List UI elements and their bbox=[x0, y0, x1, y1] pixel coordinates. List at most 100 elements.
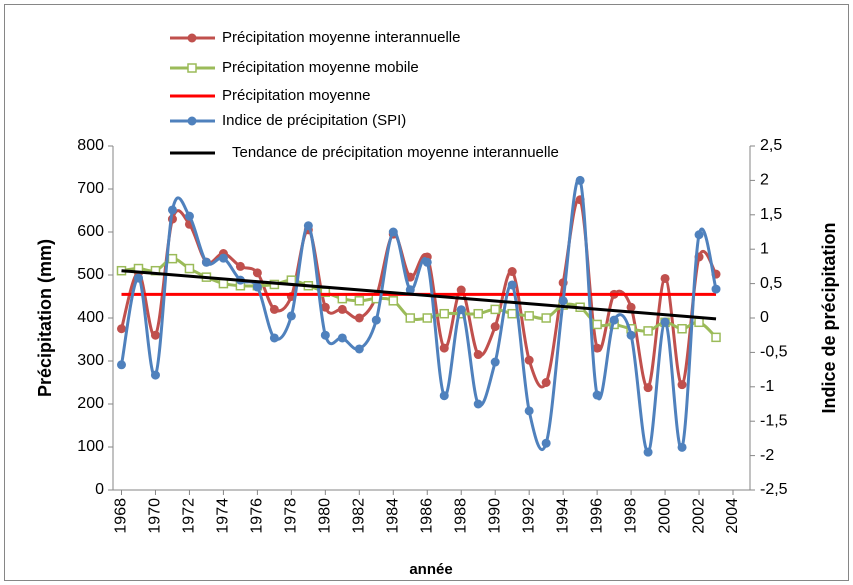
point bbox=[473, 308, 483, 319]
point bbox=[694, 317, 704, 328]
point bbox=[541, 438, 551, 448]
point bbox=[320, 330, 330, 340]
y2-tick-label: -1,5 bbox=[760, 412, 788, 429]
point bbox=[269, 304, 279, 314]
point bbox=[558, 296, 568, 306]
x-tick-label: 1980 bbox=[317, 498, 334, 534]
point bbox=[218, 253, 228, 263]
point bbox=[354, 296, 365, 306]
y2-tick-label: 0 bbox=[760, 309, 769, 326]
point bbox=[626, 330, 636, 340]
point bbox=[337, 333, 347, 343]
legend-label: Indice de précipitation (SPI) bbox=[222, 112, 406, 129]
point bbox=[643, 383, 653, 393]
y-tick-label: 0 bbox=[95, 481, 104, 498]
point bbox=[167, 205, 177, 215]
point bbox=[677, 442, 687, 452]
y-tick-label: 700 bbox=[77, 180, 104, 197]
point bbox=[677, 380, 687, 390]
y-tick-label: 500 bbox=[77, 266, 104, 283]
x-tick-label: 1972 bbox=[181, 498, 198, 534]
y-tick-label: 800 bbox=[77, 137, 104, 154]
x-tick-label: 1998 bbox=[622, 498, 639, 534]
point bbox=[643, 326, 653, 336]
point bbox=[354, 344, 364, 354]
y2-tick-label: -0,5 bbox=[760, 344, 788, 361]
x-tick-label: 2000 bbox=[656, 498, 673, 534]
point bbox=[575, 175, 585, 185]
point bbox=[456, 305, 466, 315]
point bbox=[660, 273, 670, 283]
point bbox=[439, 391, 449, 401]
point bbox=[303, 221, 313, 231]
point bbox=[643, 447, 653, 457]
point bbox=[201, 257, 211, 267]
point bbox=[507, 267, 517, 277]
point bbox=[371, 315, 381, 325]
point bbox=[116, 360, 126, 370]
point bbox=[286, 311, 296, 321]
point bbox=[150, 330, 160, 340]
point bbox=[541, 313, 551, 323]
x-tick-label: 1986 bbox=[418, 498, 435, 534]
x-tick-label: 1968 bbox=[113, 498, 130, 534]
legend-marker bbox=[187, 63, 197, 73]
point bbox=[252, 268, 262, 278]
legend-label: Précipitation moyenne bbox=[222, 87, 370, 104]
point bbox=[524, 406, 534, 416]
point bbox=[252, 282, 262, 292]
y2-tick-label: 1,5 bbox=[760, 206, 782, 223]
point bbox=[150, 370, 160, 380]
point bbox=[490, 304, 500, 315]
point bbox=[711, 284, 721, 294]
y2-tick-label: 2,5 bbox=[760, 137, 782, 154]
legend-marker bbox=[187, 116, 197, 126]
series-line bbox=[121, 269, 717, 321]
point bbox=[405, 313, 416, 323]
point bbox=[694, 230, 704, 240]
legend-label: Précipitation moyenne mobile bbox=[222, 59, 419, 76]
point bbox=[592, 390, 602, 400]
y-tick-label: 200 bbox=[77, 395, 104, 412]
point bbox=[116, 324, 126, 334]
point bbox=[439, 308, 449, 319]
x-tick-label: 1996 bbox=[588, 498, 605, 534]
point bbox=[490, 357, 500, 367]
x-tick-label: 2002 bbox=[690, 498, 707, 534]
legend-label: Tendance de précipitation moyenne intera… bbox=[232, 144, 559, 161]
x-tick-label: 1978 bbox=[283, 498, 300, 534]
point bbox=[167, 253, 178, 264]
x-axis-title: année bbox=[409, 561, 452, 578]
point bbox=[439, 343, 449, 353]
point bbox=[524, 355, 534, 365]
point bbox=[269, 333, 279, 343]
x-tick-label: 1988 bbox=[452, 498, 469, 534]
x-tick-label: 1982 bbox=[351, 498, 368, 534]
point bbox=[184, 263, 195, 274]
point bbox=[422, 257, 432, 267]
legend-label: Précipitation moyenne interannuelle bbox=[222, 29, 460, 46]
point bbox=[626, 302, 636, 312]
y2-tick-label: -1 bbox=[760, 378, 774, 395]
point bbox=[473, 399, 483, 409]
y-tick-label: 100 bbox=[77, 438, 104, 455]
y-axis-title: Précipitation (mm) bbox=[35, 239, 55, 397]
point bbox=[184, 211, 194, 221]
x-tick-label: 1992 bbox=[520, 498, 537, 534]
point bbox=[133, 273, 143, 283]
point bbox=[337, 304, 347, 314]
y2-tick-label: 2 bbox=[760, 172, 769, 189]
point bbox=[388, 296, 399, 306]
y2-tick-label: 0,5 bbox=[760, 275, 782, 292]
point bbox=[235, 261, 245, 271]
y2-tick-label: 1 bbox=[760, 240, 769, 257]
y-tick-label: 300 bbox=[77, 352, 104, 369]
x-tick-label: 1976 bbox=[249, 498, 266, 534]
x-tick-label: 2004 bbox=[724, 498, 741, 534]
x-tick-label: 1990 bbox=[486, 498, 503, 534]
point bbox=[507, 280, 517, 290]
point bbox=[218, 278, 229, 289]
point bbox=[541, 378, 551, 387]
point bbox=[473, 350, 483, 360]
